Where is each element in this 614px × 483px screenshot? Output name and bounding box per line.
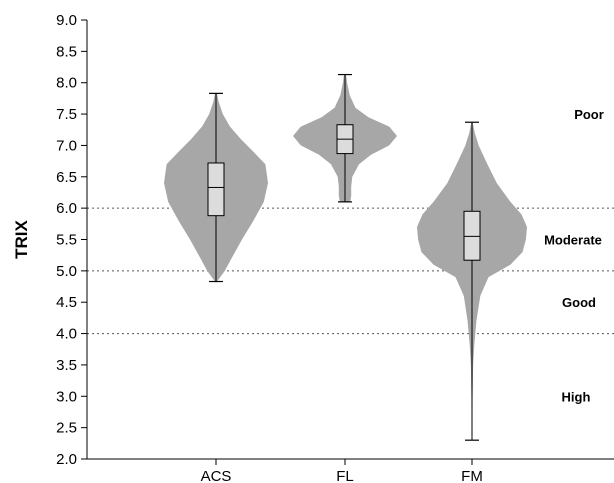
y-tick-label: 3.5 [56,357,77,374]
iqr-box [463,210,481,261]
x-tick-label: FM [461,468,483,483]
y-tick-label: 6.0 [56,200,77,217]
band-label-moderate: Moderate [544,233,602,248]
y-tick-label: 3.0 [56,388,77,405]
x-tick-label: ACS [201,468,232,483]
band-label-good: Good [562,295,596,310]
y-tick-label: 7.0 [56,137,77,154]
labels: 2.0 2.5 3.0 3.5 4.0 4.5 5.0 5.5 6.0 6.5 7.0 7.5 8.0 8… [12,12,604,483]
y-tick-label: 5.5 [56,232,77,249]
y-tick-label: 6.5 [56,169,77,186]
x-tick-label: FL [336,468,354,483]
y-tick-label: 2.5 [56,420,77,437]
iqr-box [207,162,225,217]
y-tick-label: 8.0 [56,75,77,92]
band-label-high: High [562,389,591,404]
band-label-poor: Poor [574,107,604,122]
threshold-lines [87,207,614,335]
y-tick-label: 5.0 [56,263,77,280]
axes [81,19,614,465]
y-tick-label: 2.0 [56,451,77,468]
y-tick-label: 8.5 [56,43,77,60]
y-tick-label: 4.5 [56,294,77,311]
y-tick-label: 4.0 [56,326,77,343]
y-axis-title: TRIX [12,219,31,258]
y-tick-label: 9.0 [56,12,77,29]
y-tick-label: 7.5 [56,106,77,123]
violin-group [164,73,527,441]
